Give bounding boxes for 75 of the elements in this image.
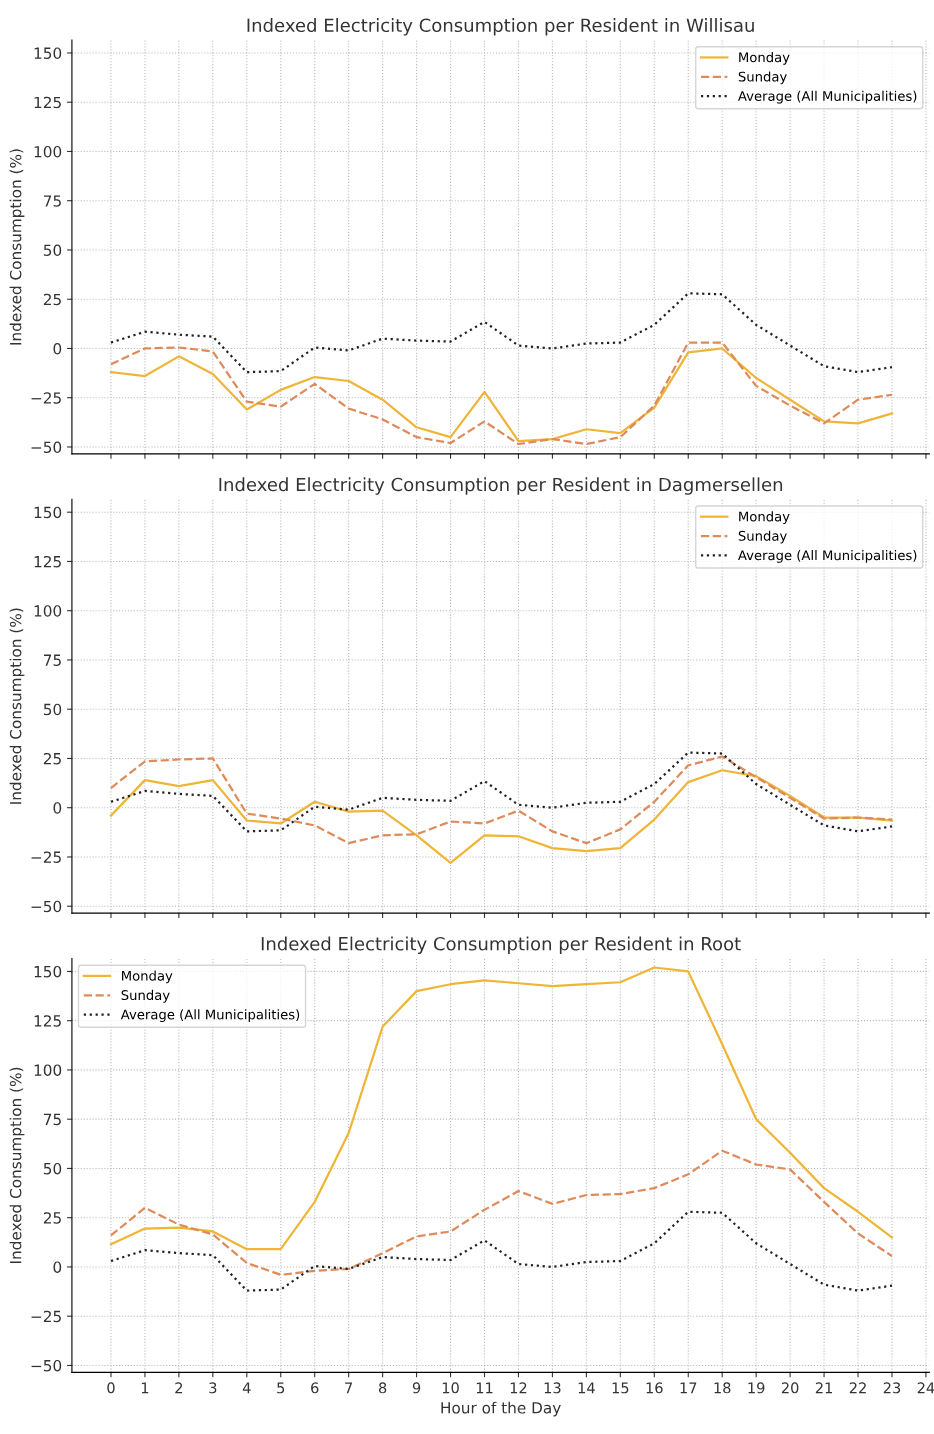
x-tick-label: 18 — [714, 1382, 731, 1394]
x-tick-label: 17 — [680, 1382, 697, 1394]
y-tick-label: 0 — [53, 802, 62, 814]
x-tick-label: 23 — [883, 1382, 901, 1394]
y-tick-label: 75 — [44, 1113, 61, 1126]
y-tick-label: −50 — [31, 1359, 62, 1372]
y-tick-label: 50 — [43, 244, 62, 256]
legend-label: Monday — [739, 511, 790, 525]
legend-label: Average (All Municipalities) — [120, 1009, 300, 1022]
y-tick-label: 100 — [34, 1064, 62, 1076]
y-tick-label: 150 — [34, 47, 62, 59]
legend-label: Sunday — [738, 71, 787, 85]
legend-label: Average (All Municipalities) — [738, 549, 917, 563]
x-tick-label: 12 — [510, 1382, 527, 1394]
y-tick-label: 0 — [53, 1261, 62, 1273]
x-tick-label: 9 — [412, 1382, 421, 1394]
x-tick-label: 14 — [578, 1382, 595, 1394]
legend-label: Average (All Municipalities) — [738, 90, 917, 104]
x-tick-label: 4 — [242, 1382, 251, 1394]
y-tick-label: −50 — [31, 441, 62, 453]
y-tick-label: 125 — [34, 555, 61, 568]
x-tick-label: 6 — [311, 1382, 319, 1394]
y-tick-label: 25 — [43, 752, 61, 765]
y-tick-label: 100 — [34, 145, 62, 158]
line-series — [109, 292, 894, 374]
x-tick-label: 16 — [646, 1382, 663, 1394]
x-tick-label: 24 — [917, 1382, 934, 1394]
x-tick-label: 21 — [815, 1382, 832, 1394]
line-series — [109, 755, 894, 845]
y-tick-label: 150 — [34, 965, 62, 978]
chart-title: Indexed Electricity Consumption per Resident in Root — [261, 936, 741, 955]
legend-label: Sunday — [121, 989, 170, 1003]
y-tick-label: 100 — [34, 605, 62, 617]
y-tick-label: 25 — [43, 293, 61, 306]
legend-label: Monday — [739, 52, 790, 65]
y-tick-label: 125 — [34, 96, 61, 109]
line-series — [109, 1149, 894, 1276]
chart-title: Indexed Electricity Consumption per Resident in Dagmersellen — [219, 477, 783, 495]
y-tick-label: 25 — [43, 1212, 61, 1224]
y-axis-title: Indexed Consumption (%) — [9, 608, 25, 804]
x-tick-label: 5 — [277, 1382, 285, 1394]
line-series — [109, 751, 894, 833]
x-tick-label: 2 — [175, 1382, 183, 1394]
x-tick-label: 19 — [748, 1382, 765, 1394]
y-tick-label: 75 — [44, 654, 61, 666]
y-tick-label: 150 — [34, 506, 62, 519]
y-tick-label: 125 — [34, 1015, 61, 1027]
x-tick-label: 0 — [107, 1382, 115, 1394]
legend-label: Monday — [122, 970, 173, 984]
y-tick-label: 50 — [43, 1162, 62, 1175]
y-tick-label: −25 — [31, 1310, 61, 1323]
y-tick-label: 0 — [53, 342, 62, 355]
y-tick-label: −50 — [31, 900, 62, 913]
legend-label: Sunday — [738, 530, 787, 544]
y-axis-title: Indexed Consumption (%) — [9, 1067, 25, 1263]
x-tick-label: 8 — [378, 1382, 387, 1394]
x-tick-label: 20 — [781, 1382, 799, 1394]
chart-title: Indexed Electricity Consumption per Resident in Willisau — [247, 18, 754, 36]
y-tick-label: 75 — [44, 195, 61, 207]
x-tick-label: 3 — [209, 1382, 217, 1394]
y-tick-label: −25 — [31, 392, 61, 404]
y-tick-label: −25 — [31, 851, 61, 863]
x-tick-label: 22 — [849, 1382, 866, 1394]
line-series — [109, 1210, 894, 1292]
y-tick-label: 50 — [43, 703, 62, 716]
line-series — [109, 769, 894, 864]
x-axis-title: Hour of the Day — [441, 1401, 561, 1417]
x-tick-label: 1 — [141, 1382, 149, 1394]
x-tick-label: 11 — [476, 1382, 493, 1394]
x-tick-label: 7 — [345, 1382, 353, 1394]
y-axis-title: Indexed Consumption (%) — [9, 149, 25, 345]
x-tick-label: 13 — [544, 1382, 561, 1394]
x-tick-label: 10 — [442, 1382, 459, 1394]
line-series — [109, 966, 894, 1251]
x-tick-label: 15 — [612, 1382, 629, 1394]
